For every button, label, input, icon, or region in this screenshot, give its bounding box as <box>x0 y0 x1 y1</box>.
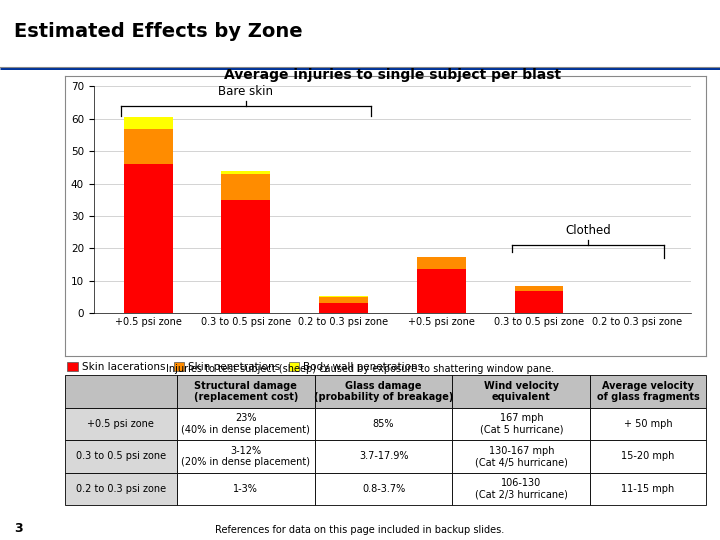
Title: Average injuries to single subject per blast: Average injuries to single subject per b… <box>224 69 561 83</box>
Text: 106-130
(Cat 2/3 hurricane): 106-130 (Cat 2/3 hurricane) <box>475 478 568 500</box>
Bar <box>222 174 270 200</box>
Bar <box>515 291 563 313</box>
Text: Bare skin: Bare skin <box>218 85 274 98</box>
Bar <box>515 286 563 291</box>
Text: 3-12%
(20% in dense placement): 3-12% (20% in dense placement) <box>181 446 310 467</box>
Text: Wind velocity
equivalent: Wind velocity equivalent <box>484 381 559 402</box>
Bar <box>222 200 270 313</box>
Bar <box>222 171 270 174</box>
Text: 85%: 85% <box>373 419 395 429</box>
FancyBboxPatch shape <box>177 440 315 472</box>
Text: 0.3 to 0.5 psi zone: 0.3 to 0.5 psi zone <box>76 451 166 461</box>
FancyBboxPatch shape <box>452 375 590 408</box>
Legend: Skin lacerations, Skin penetrations, Body wall penetrations: Skin lacerations, Skin penetrations, Bod… <box>63 357 428 376</box>
Text: 23%
(40% in dense placement): 23% (40% in dense placement) <box>181 413 310 435</box>
Text: References for data on this page included in backup slides.: References for data on this page include… <box>215 524 505 535</box>
FancyBboxPatch shape <box>452 408 590 440</box>
Bar <box>124 117 173 129</box>
Text: 0.8-3.7%: 0.8-3.7% <box>362 484 405 494</box>
FancyBboxPatch shape <box>590 440 706 472</box>
FancyBboxPatch shape <box>315 472 452 505</box>
Text: Average velocity
of glass fragments: Average velocity of glass fragments <box>597 381 699 402</box>
Bar <box>319 297 368 303</box>
Text: +0.5 psi zone: +0.5 psi zone <box>87 419 154 429</box>
FancyBboxPatch shape <box>65 375 177 408</box>
FancyBboxPatch shape <box>590 375 706 408</box>
Bar <box>417 256 466 269</box>
Bar <box>124 129 173 164</box>
FancyBboxPatch shape <box>177 375 315 408</box>
FancyBboxPatch shape <box>452 440 590 472</box>
Bar <box>319 303 368 313</box>
Text: Clothed: Clothed <box>565 224 611 237</box>
Bar <box>417 269 466 313</box>
FancyBboxPatch shape <box>590 408 706 440</box>
Text: Estimated Effects by Zone: Estimated Effects by Zone <box>14 22 303 41</box>
Text: Glass damage
(probability of breakage): Glass damage (probability of breakage) <box>314 381 454 402</box>
Text: 0.2 to 0.3 psi zone: 0.2 to 0.3 psi zone <box>76 484 166 494</box>
Text: 11-15 mph: 11-15 mph <box>621 484 675 494</box>
FancyBboxPatch shape <box>590 472 706 505</box>
FancyBboxPatch shape <box>177 408 315 440</box>
FancyBboxPatch shape <box>177 472 315 505</box>
Text: 3.7-17.9%: 3.7-17.9% <box>359 451 408 461</box>
FancyBboxPatch shape <box>315 440 452 472</box>
FancyBboxPatch shape <box>452 472 590 505</box>
Text: 167 mph
(Cat 5 hurricane): 167 mph (Cat 5 hurricane) <box>480 413 563 435</box>
FancyBboxPatch shape <box>65 440 177 472</box>
Text: Structural damage
(replacement cost): Structural damage (replacement cost) <box>194 381 298 402</box>
FancyBboxPatch shape <box>65 408 177 440</box>
Bar <box>319 296 368 297</box>
FancyBboxPatch shape <box>315 408 452 440</box>
Text: 15-20 mph: 15-20 mph <box>621 451 675 461</box>
Text: 1-3%: 1-3% <box>233 484 258 494</box>
Text: + 50 mph: + 50 mph <box>624 419 672 429</box>
Text: Injuries to test subject (sheep) caused by exposure to shattering window pane.: Injuries to test subject (sheep) caused … <box>166 364 554 375</box>
Text: 130-167 mph
(Cat 4/5 hurricane): 130-167 mph (Cat 4/5 hurricane) <box>475 446 568 467</box>
Text: 3: 3 <box>14 522 23 535</box>
FancyBboxPatch shape <box>65 472 177 505</box>
Bar <box>124 164 173 313</box>
FancyBboxPatch shape <box>315 375 452 408</box>
